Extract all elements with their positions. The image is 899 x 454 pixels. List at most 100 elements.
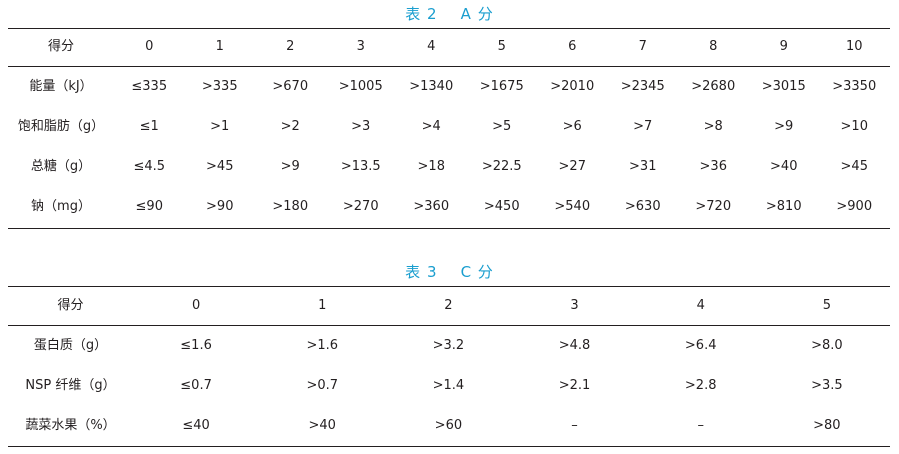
table2-bottom-rule	[8, 228, 890, 229]
table2-cell: >3015	[761, 79, 806, 94]
table3-bottom-rule	[8, 446, 890, 447]
table3-caption-title: C 分	[460, 263, 494, 281]
table2-header-cell: 2	[286, 39, 295, 54]
table3-row-protein: 蛋白质（g） ≤1.6 >1.6 >3.2 >4.8 >6.4 >8.0	[8, 326, 890, 366]
table2-cell: >630	[624, 199, 661, 214]
table2-cell: >45	[206, 159, 234, 174]
table2-row-label: 饱和脂肪（g）	[17, 119, 105, 134]
table2-cell: >7	[633, 119, 653, 134]
table3-cell: >2.8	[684, 378, 717, 393]
table3-row-label: 蔬菜水果（%）	[25, 418, 116, 433]
table2-header-cell: 10	[845, 39, 863, 54]
table2-cell: >18	[417, 159, 445, 174]
table2-cell: >810	[765, 199, 802, 214]
table2-cell: >2345	[620, 79, 665, 94]
table2-cell: >1675	[479, 79, 524, 94]
table2-row-label: 总糖（g）	[30, 159, 92, 174]
table3-cell: >0.7	[306, 378, 339, 393]
table3-cell: >2.1	[558, 378, 591, 393]
table2-cell: >6	[562, 119, 582, 134]
table2-header-cell: 5	[497, 39, 506, 54]
table3-cell: >3.2	[432, 338, 465, 353]
table2-cell: >9	[774, 119, 794, 134]
table2-cell: >9	[280, 159, 300, 174]
table2-header-cell: 0	[145, 39, 154, 54]
table3-header-cell: 0	[191, 298, 201, 313]
table2-cell: >8	[703, 119, 723, 134]
table3-cell: >8.0	[811, 338, 843, 353]
table2-cell: ≤4.5	[133, 159, 166, 174]
table2-top-rule	[8, 28, 890, 29]
table2-cell: >22.5	[481, 159, 522, 174]
table2-row-total-sugar: 总糖（g） ≤4.5 >45 >9 >13.5 >18 >22.5 >27 >3…	[8, 147, 890, 187]
table2-cell: >5	[492, 119, 512, 134]
table3-cell: >1.4	[432, 378, 465, 393]
table2-cell: >31	[629, 159, 657, 174]
table3-cell: >40	[308, 418, 336, 433]
table2-cell: >1340	[409, 79, 454, 94]
table2-cell: >1	[210, 119, 230, 134]
table3-header-rule	[8, 325, 890, 326]
table2-cell: >900	[836, 199, 873, 214]
table2-cell: ≤90	[135, 199, 163, 214]
table2-cell: >2680	[691, 79, 736, 94]
table3-header-cell: 2	[444, 298, 453, 313]
table2-header-rule	[8, 66, 890, 67]
table2-row-label: 钠（mg）	[31, 199, 91, 214]
table3-cell: ≤0.7	[180, 378, 212, 393]
table3-cell: >4.8	[558, 338, 591, 353]
table2-cell: >4	[421, 119, 441, 134]
table2-header-cell: 6	[568, 39, 577, 54]
table3-cell: >3.5	[811, 378, 843, 393]
table2-cell: >45	[840, 159, 868, 174]
table3-top-rule	[8, 286, 890, 287]
table2-cell: >3	[351, 119, 371, 134]
table3-cell: >1.6	[306, 338, 339, 353]
table2-header-label: 得分	[47, 39, 74, 54]
table2-header-cell: 4	[427, 39, 436, 54]
table2-row-sodium: 钠（mg） ≤90 >90 >180 >270 >360 >450 >540 >…	[8, 187, 890, 227]
table2-row-energy: 能量（kJ） ≤335 >335 >670 >1005 >1340 >1675 …	[8, 67, 890, 107]
table3-header-row: 得分 0 1 2 3 4 5	[8, 286, 890, 326]
table2-cell: >335	[201, 79, 238, 94]
table3-cell: –	[697, 418, 704, 433]
table2-row-saturated-fat: 饱和脂肪（g） ≤1 >1 >2 >3 >4 >5 >6 >7 >8 >9 >1…	[8, 107, 890, 147]
table3-caption-number: 表 3	[405, 263, 438, 281]
table2-cell: >1005	[338, 79, 383, 94]
table2-header-row: 得分 0 1 2 3 4 5 6 7 8 9 10	[8, 27, 890, 67]
table2-caption-title: A 分	[460, 5, 494, 23]
table2-cell: ≤1	[139, 119, 159, 134]
table2-header-cell: 9	[779, 39, 788, 54]
table2-cell: >3350	[832, 79, 877, 94]
table2-cell: >670	[272, 79, 309, 94]
table2-row-label: 能量（kJ）	[29, 79, 93, 94]
table2-cell: >270	[342, 199, 379, 214]
table2-cell: >360	[413, 199, 450, 214]
table2-cell: >13.5	[340, 159, 381, 174]
table2-caption-number: 表 2	[405, 5, 438, 23]
table3-cell: >6.4	[684, 338, 717, 353]
table2-cell: >2	[280, 119, 300, 134]
table2-cell: >10	[840, 119, 868, 134]
table2-cell: ≤335	[131, 79, 168, 94]
table2-cell: >36	[699, 159, 727, 174]
table3-row-label: 蛋白质（g）	[33, 338, 108, 353]
table2-cell: >27	[558, 159, 586, 174]
table2-cell: >450	[483, 199, 520, 214]
table3-header-cell: 1	[318, 298, 327, 313]
table3-caption: 表 3 C 分	[0, 262, 899, 282]
table2-cell: >540	[554, 199, 591, 214]
table2-cell: >40	[770, 159, 798, 174]
table2-cell: >2010	[550, 79, 595, 94]
table3-header-cell: 4	[696, 298, 705, 313]
table2-header-cell: 8	[709, 39, 718, 54]
table2-header-cell: 7	[638, 39, 647, 54]
table3-row-fruit-vegetable: 蔬菜水果（%） ≤40 >40 >60 – – >80	[8, 406, 890, 446]
table2-cell: >180	[272, 199, 309, 214]
table3-cell: ≤1.6	[180, 338, 212, 353]
table2-cell: >720	[695, 199, 732, 214]
table2-cell: >90	[206, 199, 234, 214]
table3-row-label: NSP 纤维（g）	[25, 378, 116, 393]
table2-header-cell: 3	[356, 39, 365, 54]
table3-cell: ≤40	[182, 418, 210, 433]
